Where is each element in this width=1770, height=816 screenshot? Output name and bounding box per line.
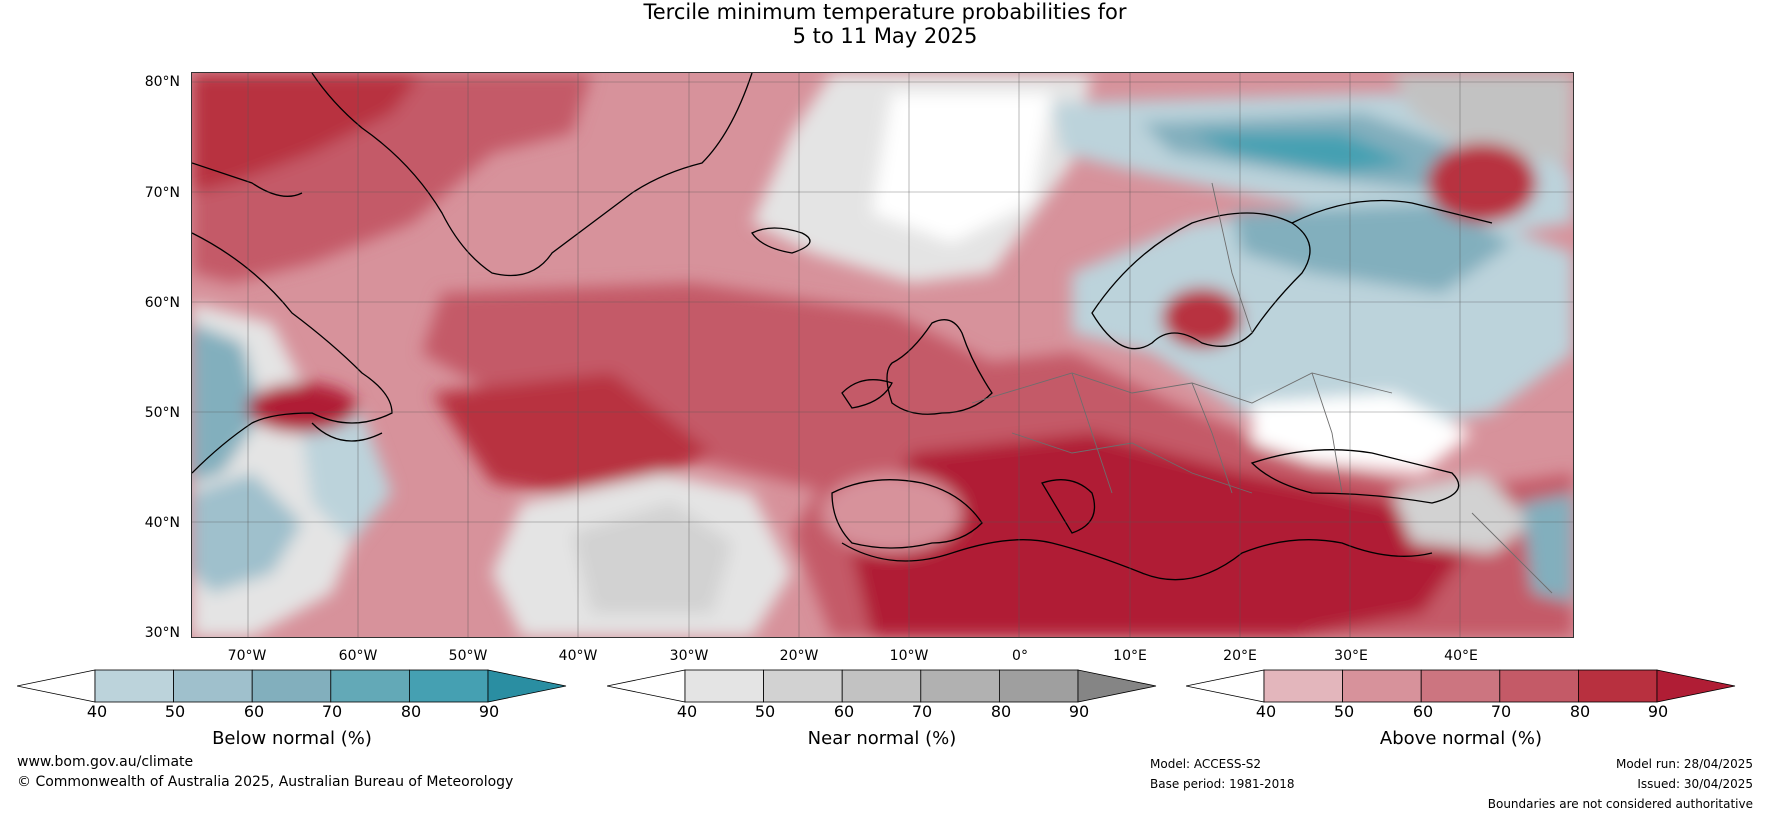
map-panel	[191, 72, 1574, 638]
title-line-2: 5 to 11 May 2025	[792, 24, 978, 48]
below-tick-40: 40	[86, 702, 108, 721]
country-borders	[971, 182, 1553, 594]
coastlines	[192, 73, 1493, 581]
colorbar-swatch	[1499, 669, 1579, 703]
lon-label-40e: 40°E	[1444, 648, 1478, 664]
colorbar-swatch	[94, 669, 174, 703]
colorbar-swatch	[998, 669, 1079, 703]
below-tick-70: 70	[321, 702, 343, 721]
lon-label-20w: 20°W	[779, 648, 819, 664]
below-tick-80: 80	[400, 702, 422, 721]
footer-issued: Issued: 30/04/2025	[1637, 777, 1753, 791]
colorbar-overflow-triangle	[1656, 669, 1736, 703]
colorbar-swatch	[1420, 669, 1501, 703]
below-tick-60: 60	[243, 702, 265, 721]
footer-disclaimer: Boundaries are not considered authoritat…	[1487, 797, 1753, 811]
near-tick-80: 80	[990, 702, 1012, 721]
near-tick-70: 70	[911, 702, 933, 721]
map-grid	[192, 73, 1573, 637]
lon-label-40w: 40°W	[558, 648, 598, 664]
lat-label-30n: 30°N	[144, 625, 180, 641]
footer-copyright: © Commonwealth of Australia 2025, Austra…	[17, 774, 514, 790]
colorbar-swatch	[251, 669, 332, 703]
colorbar-near-normal	[607, 669, 1157, 703]
lon-label-30e: 30°E	[1334, 648, 1368, 664]
colorbar-swatch	[330, 669, 410, 703]
map-graphic	[192, 73, 1573, 637]
above-tick-80: 80	[1569, 702, 1591, 721]
colorbar-below-normal	[17, 669, 567, 703]
above-tick-40: 40	[1255, 702, 1277, 721]
lat-label-80n: 80°N	[144, 74, 180, 90]
lon-label-20e: 20°E	[1223, 648, 1257, 664]
lon-label-0: 0°	[1012, 648, 1028, 664]
colorbar-underflow-triangle	[1186, 669, 1265, 703]
lon-label-10w: 10°W	[889, 648, 929, 664]
footer-model: Model: ACCESS-S2	[1150, 757, 1262, 771]
colorbar-above-normal	[1186, 669, 1736, 703]
lat-label-40n: 40°N	[144, 515, 180, 531]
near-tick-90: 90	[1068, 702, 1090, 721]
above-tick-60: 60	[1412, 702, 1434, 721]
colorbar-label-above: Above normal (%)	[1379, 728, 1543, 749]
colorbar-swatch	[841, 669, 922, 703]
colorbar-overflow-triangle	[487, 669, 567, 703]
colorbar-underflow-triangle	[17, 669, 96, 703]
lat-label-50n: 50°N	[144, 405, 180, 421]
colorbar-overflow-triangle	[1077, 669, 1157, 703]
footer-model-run: Model run: 28/04/2025	[1615, 757, 1753, 771]
probability-field	[192, 73, 1573, 637]
footer-base-period: Base period: 1981-2018	[1150, 777, 1295, 791]
title-line-1: Tercile minimum temperature probabilitie…	[643, 0, 1127, 24]
chart-title: Tercile minimum temperature probabilitie…	[0, 0, 1770, 48]
colorbar-swatch	[920, 669, 1000, 703]
colorbar-swatch	[408, 669, 489, 703]
colorbar-swatch	[1263, 669, 1343, 703]
above-tick-70: 70	[1490, 702, 1512, 721]
below-tick-90: 90	[478, 702, 500, 721]
colorbar-underflow-triangle	[607, 669, 686, 703]
footer-website: www.bom.gov.au/climate	[17, 754, 194, 770]
near-tick-50: 50	[754, 702, 776, 721]
colorbar-swatch	[1342, 669, 1422, 703]
lon-label-50w: 50°W	[448, 648, 488, 664]
lon-label-10e: 10°E	[1113, 648, 1147, 664]
near-tick-60: 60	[833, 702, 855, 721]
colorbar-swatch	[173, 669, 253, 703]
above-tick-50: 50	[1333, 702, 1355, 721]
colorbar-label-near: Near normal (%)	[807, 728, 957, 749]
colorbar-label-below: Below normal (%)	[212, 728, 372, 749]
near-tick-40: 40	[676, 702, 698, 721]
lat-label-70n: 70°N	[144, 185, 180, 201]
lon-label-70w: 70°W	[227, 648, 267, 664]
lon-label-60w: 60°W	[338, 648, 378, 664]
below-tick-50: 50	[164, 702, 186, 721]
lat-label-60n: 60°N	[144, 295, 180, 311]
above-tick-90: 90	[1647, 702, 1669, 721]
lon-label-30w: 30°W	[669, 648, 709, 664]
colorbar-swatch	[763, 669, 843, 703]
colorbar-swatch	[684, 669, 764, 703]
colorbar-swatch	[1577, 669, 1658, 703]
